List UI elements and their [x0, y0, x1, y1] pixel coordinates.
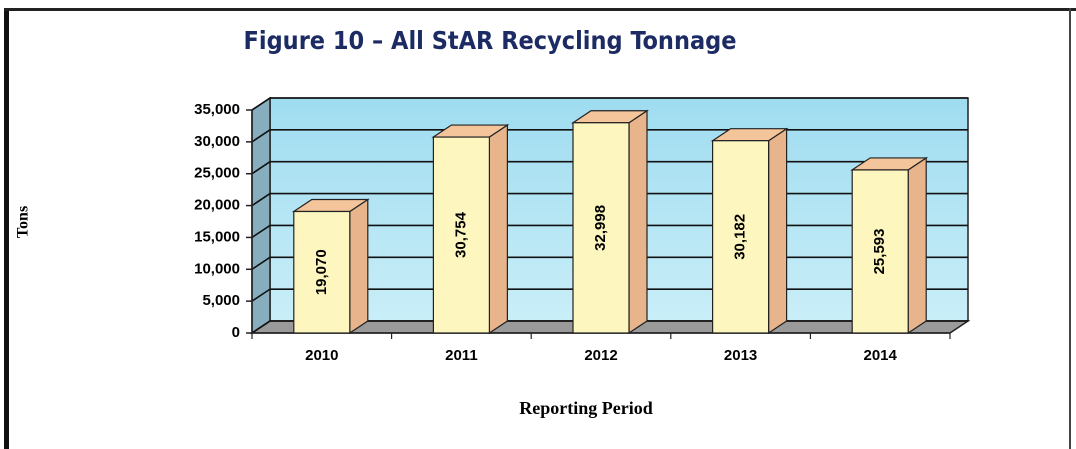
x-tick-label: 2013	[724, 347, 757, 364]
bar	[293, 210, 351, 334]
bar-side	[767, 127, 788, 335]
y-tick-label: 35,000	[194, 101, 240, 118]
bar-side	[628, 109, 648, 335]
chart-title: Figure 10 – All StAR Recycling Tonnage	[244, 26, 737, 55]
value-label: 30,754	[452, 211, 469, 258]
y-axis-title: Tons	[15, 206, 32, 238]
y-tick-label: 15,000	[194, 228, 240, 245]
x-axis-title: Reporting Period	[519, 398, 652, 418]
y-tick-label: 30,000	[194, 133, 240, 150]
grid-line	[251, 97, 968, 111]
x-tick-label: 2011	[445, 347, 478, 364]
y-tick-label: 0	[232, 324, 240, 341]
value-label: 30,182	[732, 214, 749, 260]
bar-side	[488, 123, 508, 335]
value-label: 25,593	[871, 229, 888, 275]
frame-right	[1069, 8, 1071, 449]
value-label: 19,070	[313, 249, 330, 295]
y-tick-label: 5,000	[202, 292, 240, 309]
bar	[432, 136, 490, 334]
frame-left	[4, 9, 9, 449]
side-wall	[251, 96, 271, 335]
y-tick-label: 10,000	[194, 260, 240, 277]
bar-side	[907, 156, 927, 335]
x-tick-label: 2010	[305, 347, 338, 364]
bar	[851, 169, 909, 334]
bar	[572, 122, 630, 334]
x-tick-label: 2012	[584, 347, 617, 364]
x-tick-label: 2014	[864, 347, 898, 364]
frame-top	[4, 8, 1076, 11]
value-label: 32,998	[592, 205, 609, 251]
y-tick-label: 25,000	[194, 165, 240, 182]
bar-side	[349, 198, 369, 335]
y-tick-label: 20,000	[194, 197, 240, 214]
bar	[711, 140, 770, 334]
